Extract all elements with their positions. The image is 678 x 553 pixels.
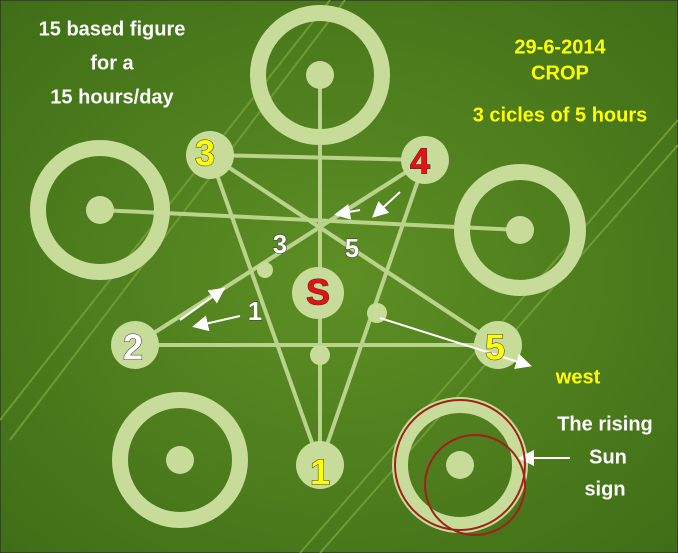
figure-label: 2 [123, 327, 143, 368]
caption-line: 15 hours/day [50, 86, 174, 108]
caption-line: for a [90, 52, 134, 74]
figure-label: 3 [273, 229, 287, 259]
figure-label: 3 [195, 133, 215, 174]
sun-note: sign [584, 478, 625, 500]
figure-label: 1 [310, 452, 330, 493]
date-line: 29-6-2014 [514, 36, 606, 58]
sun-note: Sun [589, 446, 627, 468]
sun-note: The rising [557, 413, 653, 435]
figure-label: 5 [485, 327, 505, 368]
figure-label: 5 [345, 233, 359, 263]
caption-line: 15 based figure [39, 18, 186, 40]
date-line: CROP [531, 62, 589, 84]
figure-label: 4 [410, 141, 430, 182]
figure-label: 1 [248, 296, 262, 326]
figure-label: S [306, 272, 330, 313]
annotated-photo: 15 based figure for a 15 hours/day 29-6-… [0, 0, 678, 553]
direction: west [555, 366, 601, 388]
date-line: 3 cicles of 5 hours [473, 104, 648, 126]
